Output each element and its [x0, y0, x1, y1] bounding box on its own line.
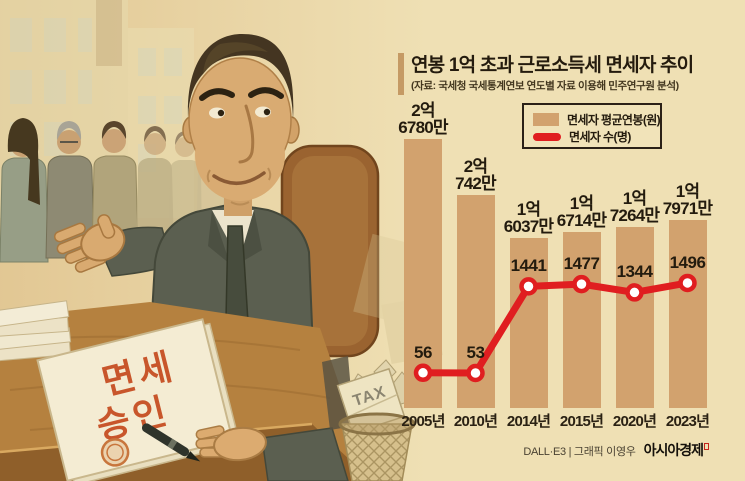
approval-document: 면세 승인 [36, 318, 241, 481]
chart-legend: 면세자 평균연봉(원) 면세자 수(명) [522, 103, 662, 149]
line-value-label: 53 [466, 342, 485, 362]
credit-text: DALL·E3 | 그래픽 이영우 [523, 446, 636, 458]
legend-item-line: 면세자 수(명) [533, 128, 651, 145]
businessman [53, 34, 315, 351]
bar-value-label: 1억 7264만 [609, 188, 660, 225]
bar-value-label: 1억 7971만 [662, 182, 713, 219]
title-accent-bar [398, 53, 404, 95]
legend-label: 면세자 평균연봉(원) [567, 113, 661, 127]
bar [668, 220, 707, 408]
fountain-pen [141, 423, 201, 462]
brand-mark-icon [704, 443, 709, 450]
line-value-label: 1477 [563, 254, 600, 274]
x-axis-label: 2014년 [506, 413, 551, 430]
bar-value-label: 1억 6037만 [503, 200, 554, 237]
seal-stamp-icon [100, 438, 130, 467]
x-axis-label: 2015년 [559, 413, 604, 430]
line-path [419, 279, 691, 377]
x-axis-label: 2020년 [612, 413, 657, 430]
x-axis-label: 2005년 [401, 413, 445, 430]
line-point-marker [625, 283, 644, 302]
bar-value-label: 2억 742만 [455, 156, 497, 193]
bar [615, 226, 654, 408]
line-point-marker [466, 363, 485, 383]
line-value-label: 1441 [510, 256, 547, 276]
legend-label: 면세자 수(명) [569, 130, 631, 144]
line-point-marker [413, 363, 433, 383]
open-hand [53, 214, 126, 273]
line-swatch-icon [533, 132, 561, 141]
line-value-label: 1344 [616, 262, 653, 282]
footer-credit: DALL·E3 | 그래픽 이영우 아시아경제 [523, 440, 709, 460]
bar [562, 231, 601, 408]
bar-value-label: 1억 6714만 [556, 193, 607, 230]
line-value-label: 56 [414, 342, 432, 362]
chart-title: 연봉 1억 초과 근로소득세 면세자 추이 [411, 55, 694, 76]
line-point-marker [678, 273, 697, 293]
legend-item-bar: 면세자 평균연봉(원) [533, 111, 661, 128]
line-point-marker [572, 274, 591, 294]
bar-value-label: 2억 6780만 [398, 101, 448, 138]
bar [509, 238, 548, 408]
hand-on-desk [195, 425, 349, 481]
line-point-marker [519, 277, 538, 296]
bar [404, 139, 442, 408]
bar-swatch-icon [533, 113, 559, 126]
face [182, 34, 300, 206]
paper-stack [0, 300, 72, 362]
brand-logo: 아시아경제 [644, 440, 709, 460]
x-axis-label: 2010년 [453, 413, 498, 430]
x-axis-label: 2023년 [665, 413, 710, 430]
chart-source-note: (자료: 국세청 국세통계연보 연도별 자료 이용해 민주연구원 분석) [411, 80, 679, 92]
line-value-label: 1496 [669, 252, 706, 272]
